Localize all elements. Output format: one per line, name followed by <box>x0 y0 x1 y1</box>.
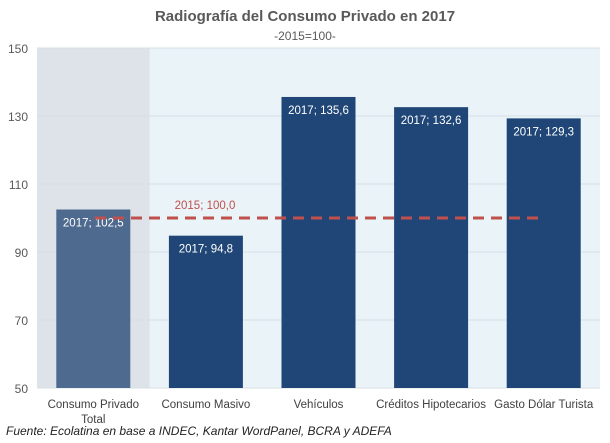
data-label: 2017; 129,3 <box>513 126 574 138</box>
bar <box>56 209 131 388</box>
data-label: 2017; 132,6 <box>401 115 462 127</box>
y-tick-label: 70 <box>15 314 29 328</box>
data-label: 2017; 135,6 <box>288 105 349 117</box>
y-tick-label: 130 <box>8 110 28 124</box>
y-tick-label: 50 <box>15 382 29 396</box>
data-label: 2017; 102,5 <box>63 218 124 230</box>
reference-line-label: 2015; 100,0 <box>175 200 236 212</box>
x-tick-label: Total <box>81 414 105 426</box>
source-note: Fuente: Ecolatina en base a INDEC, Kanta… <box>6 424 392 438</box>
x-tick-label: Consumo Masivo <box>161 399 250 411</box>
bar <box>168 235 243 388</box>
bar <box>394 107 469 388</box>
x-tick-label: Consumo Privado <box>48 399 139 411</box>
x-tick-label: Gasto Dólar Turista <box>494 399 594 411</box>
chart-title: Radiografía del Consumo Privado en 2017 <box>154 8 456 25</box>
x-tick-label: Vehículos <box>294 399 344 411</box>
x-tick-label: Créditos Hipotecarios <box>376 399 486 411</box>
bar <box>281 96 356 389</box>
y-tick-label: 150 <box>8 42 28 56</box>
bar <box>506 118 581 388</box>
y-tick-label: 110 <box>9 178 28 192</box>
data-label: 2017; 94,8 <box>179 244 233 256</box>
y-tick-label: 90 <box>15 246 29 260</box>
chart-subtitle: -2015=100- <box>274 29 336 43</box>
